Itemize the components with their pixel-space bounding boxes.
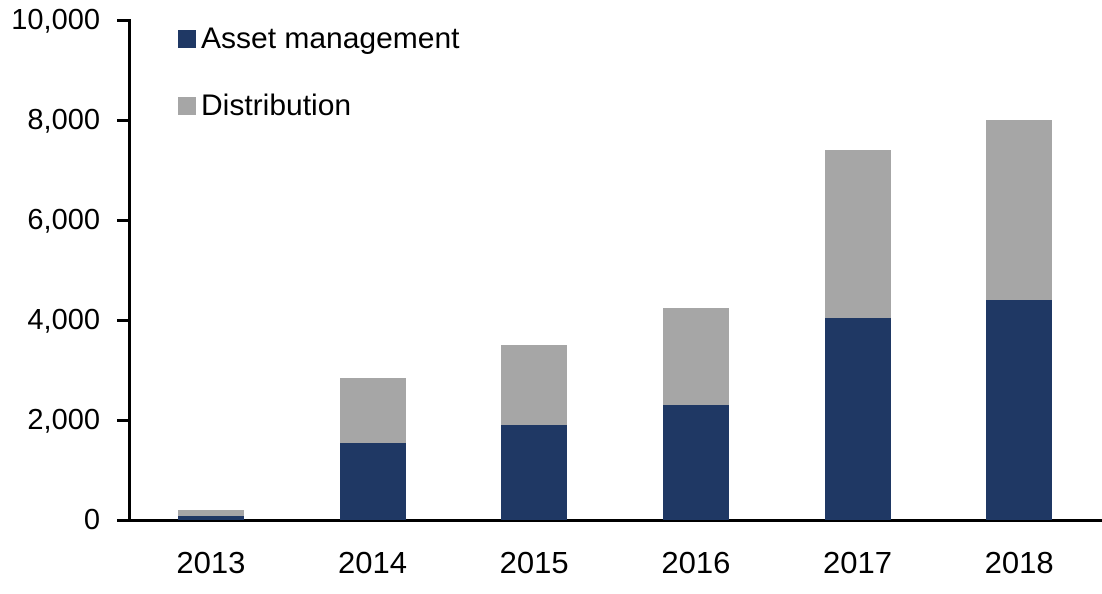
y-tick-2-000: [117, 419, 131, 422]
bar-2016-asset-management: [662, 405, 729, 520]
y-tick-8-000: [117, 119, 131, 122]
x-tick-label-2014: 2014: [338, 545, 407, 580]
bar-2015-distribution: [501, 345, 568, 425]
bar-2014-asset-management: [339, 442, 406, 520]
y-tick-0: [117, 519, 131, 522]
x-tick-label-2016: 2016: [661, 545, 731, 580]
bar-2018-asset-management: [986, 300, 1053, 520]
bar-2017-asset-management: [824, 317, 891, 520]
y-tick-label: 10,000: [11, 4, 100, 36]
y-tick-label: 2,000: [27, 404, 100, 436]
legend-swatch-distribution-icon: [178, 97, 196, 115]
y-tick-label: 4,000: [27, 304, 100, 336]
y-tick-4-000: [117, 319, 131, 322]
y-tick-label: 0: [83, 504, 100, 536]
bar-2013-distribution: [177, 510, 244, 516]
y-tick-10-000: [117, 19, 131, 22]
x-tick-label-2013: 2013: [176, 545, 246, 580]
y-tick-label: 8,000: [27, 104, 100, 136]
bar-2016-distribution: [662, 307, 729, 405]
bar-2014-distribution: [339, 377, 406, 443]
y-tick-label: 6,000: [27, 204, 100, 236]
x-tick-label-2015: 2015: [499, 545, 569, 580]
legend-item-asset-management: Asset management: [178, 21, 459, 57]
y-tick-6-000: [117, 219, 131, 222]
legend-label-distribution: Distribution: [201, 89, 352, 122]
legend: Asset management Distribution: [178, 21, 459, 155]
x-axis-line: [117, 519, 1102, 522]
legend-label-asset-management: Asset management: [201, 22, 460, 55]
x-tick-label-2018: 2018: [984, 545, 1054, 580]
legend-swatch-asset-management-icon: [178, 30, 196, 48]
bar-2018-distribution: [986, 120, 1053, 300]
y-axis-line: [128, 19, 131, 522]
bar-2017-distribution: [824, 150, 891, 318]
legend-item-distribution: Distribution: [178, 88, 459, 124]
bar-2015-asset-management: [501, 425, 568, 520]
bar-2013-asset-management: [177, 516, 244, 520]
x-tick-label-2017: 2017: [823, 545, 892, 580]
